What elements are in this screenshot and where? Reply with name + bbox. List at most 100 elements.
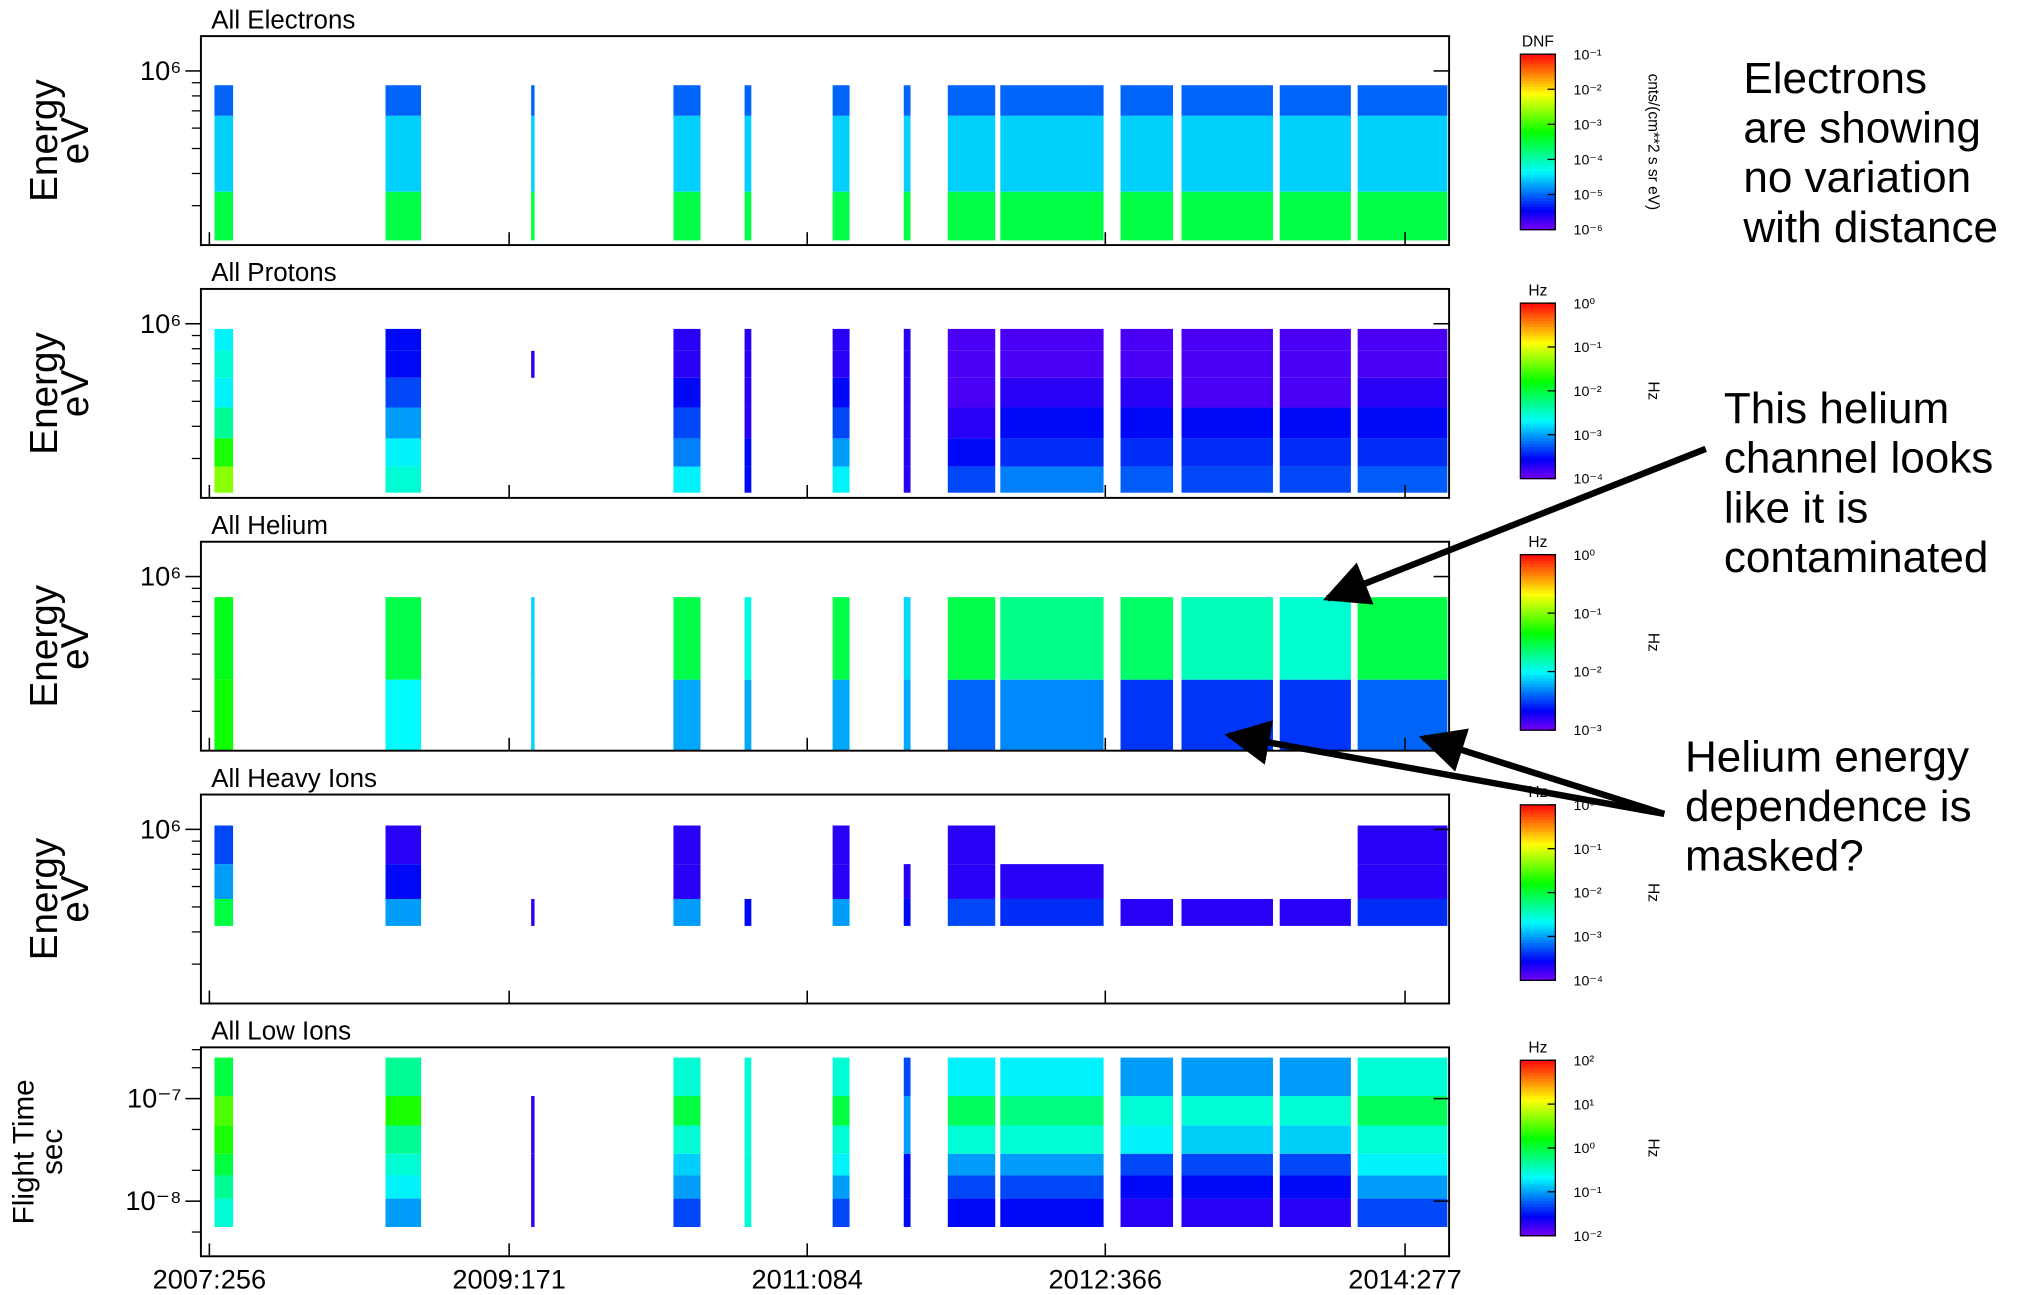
colorbar-fill [1520,355,1556,360]
cell [1120,597,1174,680]
colorbar-fill [1520,819,1556,824]
colorbar-fill [1520,144,1556,149]
colorbar-fill [1520,174,1556,178]
cell [1279,377,1351,408]
cell [214,898,234,926]
colorbar-fill [1520,607,1556,611]
cell [744,898,752,926]
colorbar-fill [1520,721,1556,725]
colorbar-fill [1520,1115,1556,1120]
cell [903,1198,911,1227]
cell [947,864,996,899]
cell [1279,898,1351,926]
colorbar-fill [1520,220,1556,225]
y-axis-label: Flight Time [8,1079,41,1224]
cell [903,1125,911,1154]
colorbar-fill [1520,112,1556,117]
colorbar-fill [1520,425,1556,430]
colorbar-fill [1520,1074,1556,1079]
cell [1357,85,1448,116]
cell [1000,438,1104,467]
colorbar-fill [1520,89,1556,93]
colorbar-fill [1520,458,1556,462]
colorbar-fill [1520,930,1556,935]
colorbar-fill [1520,718,1556,723]
colorbar-fill [1520,1212,1556,1216]
colorbar-fill [1520,854,1556,859]
colorbar-fill [1520,933,1556,938]
cell [903,1175,911,1199]
colorbar-fill [1520,390,1556,395]
cell [1000,328,1104,351]
colorbar-fill [1520,1112,1556,1117]
colorbar-fill [1520,948,1556,952]
colorbar-fill [1520,223,1556,228]
cell [947,350,996,378]
cell [1120,350,1174,378]
colorbar-fill [1520,106,1556,111]
x-tick-label: 2014:277 [1348,1264,1461,1295]
colorbar-fill [1520,715,1556,720]
cell [832,898,850,926]
colorbar-fill [1520,828,1556,832]
colorbar-fill [1520,569,1556,573]
colorbar-fill [1520,185,1556,190]
colorbar-fill [1520,133,1556,137]
annotation: dependence is [1685,782,1972,831]
cell [385,115,422,192]
colorbar-fill [1520,121,1556,126]
colorbar-fill [1520,308,1556,313]
cell [903,377,911,408]
colorbar-fill [1520,831,1556,835]
colorbar-fill [1520,1104,1556,1108]
colorbar-fill [1520,434,1556,439]
colorbar-fill [1520,604,1556,609]
colorbar-fill [1520,475,1556,480]
cell [673,350,701,378]
colorbar-fill [1520,338,1556,342]
colorbar-fill [1520,654,1556,658]
colorbar-fill [1520,329,1556,334]
cell [214,191,234,241]
colorbar-fill [1520,191,1556,196]
cell [1181,191,1273,241]
cell [947,85,996,116]
colorbar-fill [1520,335,1556,339]
colorbar-fill [1520,1180,1556,1184]
y-tick-label: 10⁶ [140,813,181,844]
panel-title: All Protons [211,259,336,287]
colorbar-fill [1520,1092,1556,1097]
annotation: no variation [1743,153,1971,202]
colorbar-fill [1520,694,1556,699]
colorbar-fill [1520,472,1556,477]
x-tick-label: 2011:084 [751,1264,862,1295]
cell [744,191,752,241]
cell [1279,1096,1351,1126]
cell [673,597,701,680]
colorbar-fill [1520,633,1556,638]
colorbar-fill [1520,601,1556,606]
cell [1279,115,1351,192]
cell [385,825,422,865]
cell [214,438,234,467]
colorbar-fill [1520,130,1556,134]
colorbar-fill [1520,203,1556,207]
colorbar-fill [1520,668,1556,673]
colorbar-fill [1520,939,1556,944]
colorbar-fill [1520,440,1556,445]
cell [744,466,752,493]
colorbar-fill [1520,405,1556,410]
colorbar-tick-label: 10¹ [1574,1097,1595,1113]
x-tick-label: 2012:366 [1049,1264,1162,1295]
colorbar-fill [1520,651,1556,655]
arrows [1224,445,1707,818]
cell [673,1057,701,1097]
cell [1181,438,1273,467]
colorbar-fill [1520,1118,1556,1123]
colorbar-fill [1520,848,1556,853]
cell [1000,377,1104,408]
cell [385,350,422,378]
colorbar-tick-label: 10⁻¹ [1574,606,1602,622]
colorbar-fill [1520,692,1556,696]
